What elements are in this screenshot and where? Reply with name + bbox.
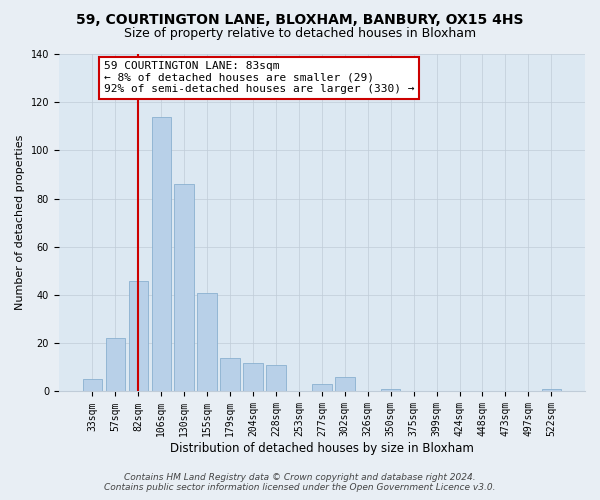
Bar	[266, 365, 286, 392]
Bar	[197, 292, 217, 392]
Text: 59, COURTINGTON LANE, BLOXHAM, BANBURY, OX15 4HS: 59, COURTINGTON LANE, BLOXHAM, BANBURY, …	[76, 12, 524, 26]
Text: 59 COURTINGTON LANE: 83sqm
← 8% of detached houses are smaller (29)
92% of semi-: 59 COURTINGTON LANE: 83sqm ← 8% of detac…	[104, 61, 415, 94]
Bar	[244, 362, 263, 392]
Y-axis label: Number of detached properties: Number of detached properties	[15, 135, 25, 310]
Bar	[175, 184, 194, 392]
Bar	[152, 116, 171, 392]
Bar	[381, 389, 400, 392]
Text: Size of property relative to detached houses in Bloxham: Size of property relative to detached ho…	[124, 28, 476, 40]
Bar	[220, 358, 240, 392]
Bar	[128, 280, 148, 392]
X-axis label: Distribution of detached houses by size in Bloxham: Distribution of detached houses by size …	[170, 442, 474, 455]
Bar	[542, 389, 561, 392]
Text: Contains HM Land Registry data © Crown copyright and database right 2024.
Contai: Contains HM Land Registry data © Crown c…	[104, 473, 496, 492]
Bar	[312, 384, 332, 392]
Bar	[83, 380, 102, 392]
Bar	[106, 338, 125, 392]
Bar	[335, 377, 355, 392]
